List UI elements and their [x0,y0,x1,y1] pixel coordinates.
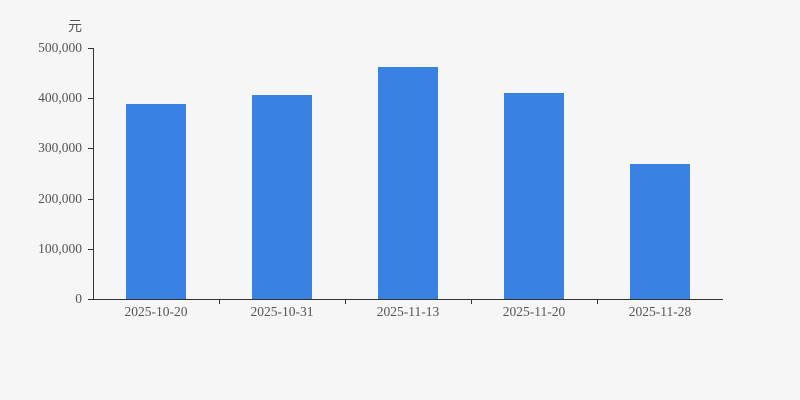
y-axis-tick [88,148,93,149]
y-axis-tick [88,48,93,49]
x-axis-tick [471,299,472,304]
y-axis-unit-label: 元 [68,19,82,35]
bar[interactable] [504,93,564,299]
x-axis-tick [219,299,220,304]
x-axis-tick [597,299,598,304]
x-axis-line [93,299,723,300]
x-axis-tick-label: 2025-10-31 [250,304,314,319]
x-axis-tick [345,299,346,304]
x-axis-tick-label: 2025-10-20 [124,304,188,319]
bar[interactable] [630,164,690,299]
y-axis-tick [88,299,93,300]
y-axis-tick [88,199,93,200]
y-axis-line [93,48,94,300]
y-axis-tick-label: 100,000 [38,240,82,256]
x-axis-tick-label: 2025-11-28 [628,304,692,319]
y-axis-tick-label: 400,000 [38,90,82,106]
y-axis-tick [88,249,93,250]
y-axis-tick-label: 0 [75,291,82,306]
bar[interactable] [126,104,186,299]
bar[interactable] [252,95,312,299]
x-axis-tick-label: 2025-11-13 [376,304,440,319]
y-axis-tick-label: 500,000 [38,40,82,55]
y-axis-tick [88,98,93,99]
bar[interactable] [378,67,438,299]
x-axis-tick-label: 2025-11-20 [502,304,566,319]
y-axis-tick-label: 300,000 [38,140,82,156]
y-axis-tick-label: 200,000 [38,190,82,206]
